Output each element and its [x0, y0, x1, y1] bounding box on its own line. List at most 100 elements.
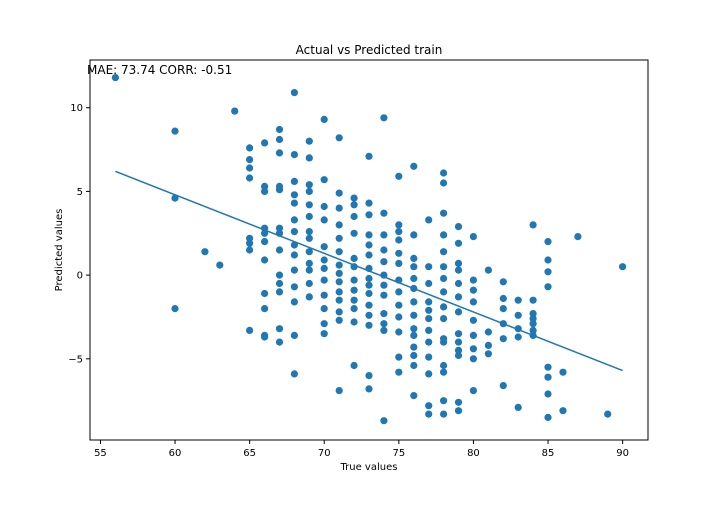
data-point [395, 328, 403, 336]
data-point [499, 335, 507, 343]
data-point [380, 209, 388, 217]
data-point [365, 199, 373, 207]
data-point [335, 296, 343, 304]
data-point [454, 346, 463, 354]
data-point [275, 271, 284, 279]
data-point [395, 313, 403, 321]
data-point [335, 189, 343, 197]
data-point [171, 305, 179, 313]
data-point [529, 315, 537, 323]
data-point [469, 316, 477, 324]
data-point [454, 407, 463, 415]
data-point [440, 361, 448, 370]
data-point [454, 266, 463, 274]
data-point [410, 343, 418, 351]
data-point [410, 254, 418, 262]
data-point [365, 301, 373, 309]
data-point [290, 177, 298, 185]
data-point [410, 331, 418, 339]
data-point [425, 370, 433, 378]
data-point [380, 246, 388, 254]
data-point [365, 281, 373, 289]
data-point [350, 212, 358, 221]
x-tick-label: 75 [392, 448, 405, 459]
data-point [320, 291, 328, 299]
data-point [290, 228, 298, 236]
data-point [395, 249, 403, 257]
data-point [275, 246, 284, 254]
data-point [290, 199, 298, 207]
data-point [261, 333, 269, 341]
data-point [410, 274, 418, 283]
data-point [544, 268, 552, 276]
data-point [395, 221, 403, 229]
regression-line [115, 170, 623, 372]
data-point [290, 370, 298, 378]
chart-title: Actual vs Predicted train [296, 43, 443, 57]
data-point [425, 315, 433, 323]
data-point [529, 310, 537, 318]
data-point [365, 311, 373, 319]
data-point [574, 233, 582, 241]
data-point [305, 154, 313, 162]
y-tick-label: 5 [77, 187, 83, 198]
data-point [231, 107, 239, 115]
data-point [559, 407, 567, 415]
data-point [544, 238, 552, 246]
data-point [484, 266, 492, 274]
data-point [410, 351, 418, 360]
data-point [350, 276, 358, 284]
y-tick-label: 0 [77, 271, 83, 282]
data-point [290, 151, 298, 159]
x-tick-label: 80 [467, 448, 480, 459]
data-point [469, 355, 477, 363]
data-point [335, 269, 343, 277]
data-point [604, 410, 612, 418]
data-point [425, 402, 433, 410]
x-tick-label: 55 [94, 448, 107, 459]
data-point [440, 169, 448, 177]
data-point [335, 134, 343, 142]
data-point [350, 254, 358, 262]
data-point [440, 274, 448, 283]
data-point [454, 239, 463, 247]
data-point [514, 403, 522, 411]
data-points [111, 74, 627, 425]
data-point [320, 305, 328, 313]
data-point [395, 259, 403, 267]
data-point [320, 115, 328, 123]
data-point [335, 308, 343, 316]
data-point [365, 211, 373, 219]
data-point [350, 286, 358, 294]
data-point [425, 353, 433, 361]
fit-line-layer [115, 170, 623, 372]
data-point [559, 368, 567, 376]
data-point [246, 234, 254, 242]
data-point [440, 410, 448, 418]
data-point [454, 338, 463, 346]
data-point [290, 298, 298, 306]
data-point [380, 114, 388, 122]
data-point [425, 338, 433, 346]
data-point [514, 296, 522, 304]
x-tick-label: 90 [616, 448, 629, 459]
data-point [544, 283, 552, 291]
data-point [216, 261, 224, 269]
data-point [275, 125, 284, 134]
data-point [335, 387, 343, 395]
data-point [440, 368, 448, 376]
data-point [335, 288, 343, 296]
data-point [320, 216, 328, 224]
data-point [320, 256, 328, 264]
data-point [275, 325, 284, 333]
x-axis-label: True values [340, 462, 398, 473]
data-point [410, 311, 418, 319]
data-point [335, 221, 343, 229]
data-point [261, 229, 269, 237]
data-point [350, 318, 358, 326]
axes-frame [89, 59, 649, 441]
data-point [305, 293, 313, 301]
data-point [261, 187, 269, 195]
data-point [440, 263, 448, 271]
x-tick-label: 65 [243, 448, 256, 459]
